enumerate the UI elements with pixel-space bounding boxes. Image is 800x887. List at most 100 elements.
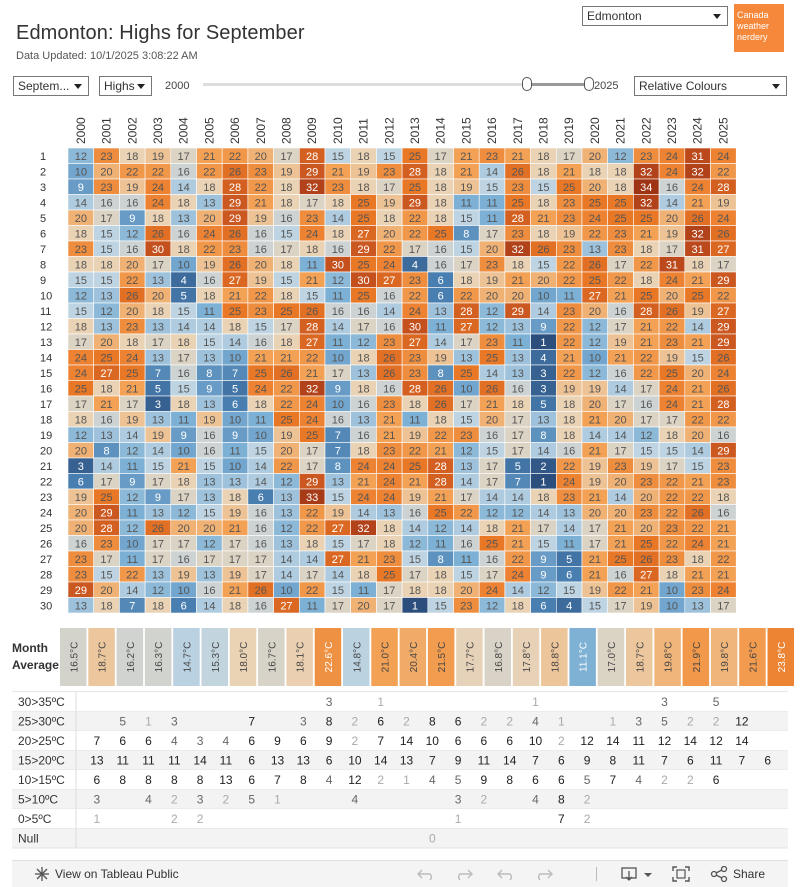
- month-average-bar[interactable]: [626, 628, 653, 686]
- heatmap-cell-value: 12: [357, 337, 369, 349]
- heatmap-cell-value: 18: [152, 600, 164, 612]
- month-average-bar[interactable]: [399, 628, 427, 686]
- heatmap-cell-value: 20: [537, 275, 549, 287]
- month-average-bar[interactable]: [60, 628, 87, 686]
- heatmap-cell-value: 27: [280, 600, 292, 612]
- colour-mode-select[interactable]: Relative Colours: [634, 76, 787, 96]
- month-average-bar[interactable]: [682, 628, 710, 686]
- month-average-bar[interactable]: [343, 628, 370, 686]
- month-average-bar[interactable]: [767, 628, 795, 686]
- heatmap-cell-value: 12: [332, 275, 344, 287]
- redo-icon[interactable]: [452, 866, 474, 882]
- undo-icon[interactable]: [416, 866, 438, 882]
- heatmap-cell-value: 27: [332, 554, 344, 566]
- heatmap-cell[interactable]: [710, 597, 737, 614]
- canada-weather-nerdery-logo[interactable]: Canada weather nerdery: [734, 4, 784, 52]
- month-average-bar[interactable]: [201, 628, 229, 686]
- month-average-bar[interactable]: [173, 628, 200, 686]
- month-average-bar[interactable]: [739, 628, 766, 686]
- year-header: 2005: [202, 117, 216, 144]
- month-average-bar[interactable]: [116, 628, 144, 686]
- heatmap-cell-value: 14: [255, 476, 267, 488]
- download-icon[interactable]: [620, 866, 654, 882]
- heatmap-cell-value: 13: [435, 306, 447, 318]
- month-average-bar[interactable]: [654, 628, 681, 686]
- year-range-end-handle[interactable]: [584, 77, 594, 91]
- share-icon[interactable]: [710, 866, 728, 882]
- heatmap-cell-value: 15: [255, 445, 267, 457]
- heatmap-cell-value: 24: [717, 213, 729, 225]
- month-average-bar[interactable]: [314, 628, 342, 686]
- bin-count: 2: [171, 793, 178, 807]
- heatmap-cell-value: 23: [332, 182, 344, 194]
- heatmap-cell-value: 10: [126, 538, 138, 550]
- month-average-bar[interactable]: [229, 628, 257, 686]
- month-average-bar[interactable]: [427, 628, 455, 686]
- month-average-bar[interactable]: [569, 628, 596, 686]
- month-average-value: 19.8°C: [664, 642, 675, 673]
- revert-icon[interactable]: [496, 866, 518, 882]
- month-average-label: Average: [12, 658, 59, 672]
- year-header: 2013: [408, 117, 422, 144]
- month-average-value: 18.7°C: [635, 642, 646, 673]
- heatmap-cell-value: 9: [540, 554, 546, 566]
- heatmap-cell-value: 18: [717, 492, 729, 504]
- month-average-bar[interactable]: [88, 628, 115, 686]
- heatmap-cell-value: 15: [280, 275, 292, 287]
- heatmap-cell-value: 17: [126, 399, 138, 411]
- heatmap-cell-value: 15: [460, 213, 472, 225]
- month-average-bar[interactable]: [597, 628, 625, 686]
- share-label[interactable]: Share: [733, 867, 766, 881]
- heatmap-cell-value: 20: [589, 399, 601, 411]
- heatmap-cell-value: 23: [255, 166, 267, 178]
- bin-count: 13: [271, 754, 285, 768]
- bin-row: [12, 828, 788, 848]
- heatmap-cell-value: 5: [155, 383, 161, 395]
- heatmap-cell-value: 22: [383, 244, 395, 256]
- heatmap-cell-value: 18: [357, 352, 369, 364]
- heatmap-cell-value: 16: [178, 554, 190, 566]
- heatmap-cell-value: 22: [229, 151, 241, 163]
- heatmap-cell-value: 30: [409, 321, 421, 333]
- bin-count: 14: [684, 734, 698, 748]
- heatmap-cell-value: 25: [229, 306, 241, 318]
- heatmap-cell-value: 23: [666, 554, 678, 566]
- bin-count: 1: [558, 715, 565, 729]
- month-select[interactable]: Septem...: [13, 76, 89, 96]
- bin-count: 3: [661, 695, 668, 709]
- month-average-bar[interactable]: [710, 628, 738, 686]
- heatmap-cell-value: 8: [438, 554, 444, 566]
- bin-count: 13: [400, 754, 414, 768]
- heatmap-cell-value: 18: [280, 337, 292, 349]
- heatmap-cell-value: 13: [75, 600, 87, 612]
- month-average-bar[interactable]: [286, 628, 313, 686]
- heatmap-cell-value: 27: [357, 228, 369, 240]
- month-average-bar[interactable]: [456, 628, 483, 686]
- heatmap-cell-value: 30: [357, 275, 369, 287]
- heatmap-cell-value: 21: [589, 492, 601, 504]
- heatmap-cell-value: 8: [206, 368, 212, 380]
- month-average-bar[interactable]: [541, 628, 568, 686]
- forward-icon[interactable]: [532, 866, 554, 882]
- heatmap-cell-value: 20: [75, 523, 87, 535]
- day-label: 28: [40, 569, 52, 581]
- month-average-bar[interactable]: [371, 628, 398, 686]
- measure-select[interactable]: Highs: [99, 76, 152, 96]
- month-average-bar[interactable]: [144, 628, 172, 686]
- year-range-track[interactable]: [203, 83, 593, 86]
- bin-count: 6: [713, 773, 720, 787]
- heatmap-cell-value: 23: [100, 151, 112, 163]
- city-select[interactable]: Edmonton: [582, 6, 728, 26]
- heatmap-cell-value: 14: [486, 492, 498, 504]
- month-average-bar[interactable]: [512, 628, 540, 686]
- year-range-start-handle[interactable]: [522, 77, 532, 91]
- heatmap-cell-value: 17: [486, 461, 498, 473]
- heatmap-cell-value: 20: [75, 213, 87, 225]
- month-average-bar[interactable]: [258, 628, 285, 686]
- month-average-value: 21.6°C: [748, 642, 759, 673]
- heatmap-cell-value: 20: [589, 507, 601, 519]
- heatmap-cell-value: 23: [512, 182, 524, 194]
- heatmap-cell-value: 17: [203, 554, 215, 566]
- fullscreen-icon[interactable]: [672, 866, 690, 882]
- month-average-bar[interactable]: [484, 628, 512, 686]
